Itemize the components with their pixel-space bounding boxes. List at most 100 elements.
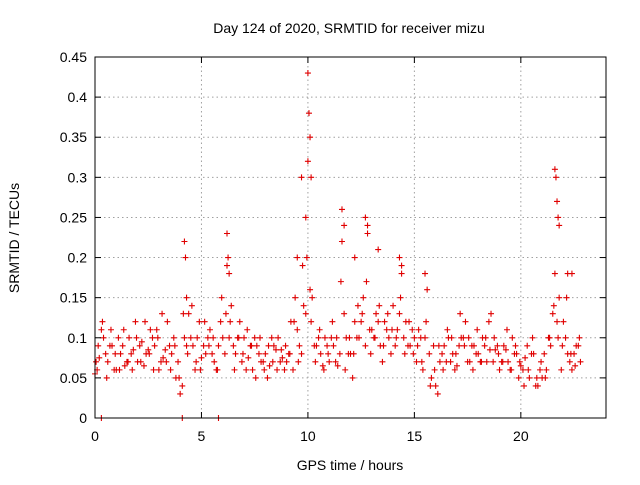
data-point (329, 318, 336, 325)
y-tick-label: 0.35 (60, 129, 87, 145)
data-point (326, 358, 333, 365)
data-point (219, 334, 226, 341)
data-point (315, 334, 322, 341)
data-point (543, 366, 550, 373)
data-point (440, 366, 447, 373)
data-point (99, 318, 106, 325)
data-point (387, 350, 394, 357)
data-point (404, 342, 411, 349)
axis-ticks: 0 0.05 0.1 0.15 0.2 0.25 0.3 0.35 0.4 0.45 0 5 10 15 2… (60, 49, 606, 444)
x-tick-label: 10 (300, 428, 316, 444)
data-point (238, 358, 245, 365)
data-point (526, 374, 533, 381)
data-point (498, 358, 505, 365)
data-point (457, 310, 464, 317)
data-point (211, 358, 218, 365)
data-point (556, 222, 563, 229)
data-point (333, 334, 340, 341)
data-point (225, 254, 232, 261)
data-point (568, 366, 575, 373)
data-point (307, 134, 314, 141)
data-point (362, 342, 369, 349)
data-point (196, 318, 203, 325)
data-point (257, 334, 264, 341)
data-point (474, 326, 481, 333)
data-point (432, 382, 439, 389)
data-point (426, 350, 433, 357)
data-point (481, 342, 488, 349)
data-point (150, 366, 157, 373)
data-point (345, 350, 352, 357)
x-tick-label: 5 (198, 428, 206, 444)
data-point (490, 358, 497, 365)
data-point (188, 302, 195, 309)
data-point (167, 366, 174, 373)
data-point (532, 382, 539, 389)
data-point (249, 366, 256, 373)
data-point (353, 334, 360, 341)
data-point (418, 358, 425, 365)
data-point (245, 354, 252, 361)
data-point (507, 366, 514, 373)
data-point (337, 278, 344, 285)
data-point (197, 366, 204, 373)
data-point (554, 198, 561, 205)
data-point (373, 310, 380, 317)
data-point (184, 350, 191, 357)
data-point (183, 294, 190, 301)
data-point (435, 342, 442, 349)
data-point (366, 326, 373, 333)
data-point (129, 366, 136, 373)
data-point (194, 334, 201, 341)
data-point (542, 374, 549, 381)
data-point (300, 302, 307, 309)
data-point (175, 358, 182, 365)
data-point (304, 70, 311, 77)
data-point (224, 230, 231, 237)
data-point (243, 366, 250, 373)
data-point (359, 310, 366, 317)
data-point (549, 310, 556, 317)
data-point (468, 342, 475, 349)
data-point (241, 334, 248, 341)
data-point (215, 342, 222, 349)
data-point (385, 334, 392, 341)
data-point (441, 342, 448, 349)
data-point (222, 310, 229, 317)
data-point (272, 346, 279, 353)
y-tick-label: 0.1 (68, 330, 88, 346)
data-point (346, 334, 353, 341)
data-point (98, 326, 105, 333)
data-point (533, 374, 540, 381)
data-point (239, 350, 246, 357)
data-point (473, 350, 480, 357)
data-point (351, 254, 358, 261)
data-point (145, 346, 152, 353)
grid-layer (95, 57, 606, 418)
data-point (409, 326, 416, 333)
data-point (492, 346, 499, 353)
data-point (477, 358, 484, 365)
data-point (304, 158, 311, 165)
data-point (265, 342, 272, 349)
data-point (562, 334, 569, 341)
data-point (185, 310, 192, 317)
data-point (117, 350, 124, 357)
data-point (226, 334, 233, 341)
data-point (302, 214, 309, 221)
data-point (218, 294, 225, 301)
data-point (290, 366, 297, 373)
data-point (389, 326, 396, 333)
data-point (182, 254, 189, 261)
data-point (401, 350, 408, 357)
data-point (261, 366, 268, 373)
data-point (253, 342, 260, 349)
data-point (370, 334, 377, 341)
data-point (100, 334, 107, 341)
data-point (563, 294, 570, 301)
data-point (517, 362, 524, 369)
data-point (121, 362, 128, 369)
data-point (560, 318, 567, 325)
data-point (422, 334, 429, 341)
data-point (400, 334, 407, 341)
